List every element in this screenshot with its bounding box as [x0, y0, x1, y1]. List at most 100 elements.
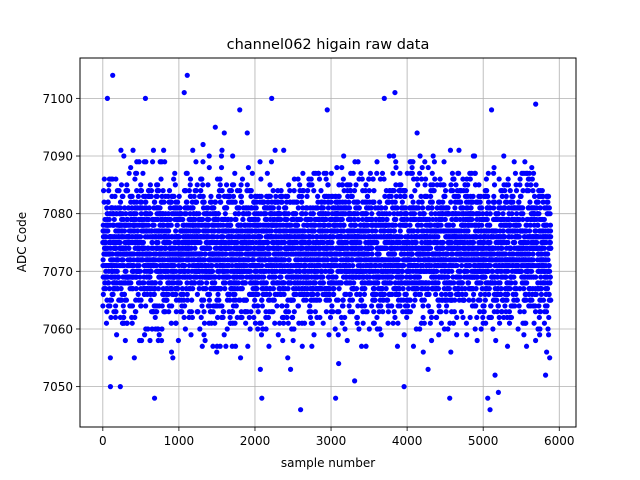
- data-point: [346, 303, 352, 309]
- data-point: [450, 222, 456, 228]
- data-point: [281, 291, 287, 297]
- data-point: [232, 343, 239, 349]
- data-point: [270, 286, 277, 292]
- data-point: [285, 320, 291, 326]
- data-point: [231, 182, 237, 188]
- data-point: [138, 182, 144, 188]
- data-point: [479, 205, 485, 211]
- data-point: [196, 286, 202, 292]
- data-point: [474, 314, 480, 321]
- data-point: [181, 297, 187, 303]
- data-point: [338, 280, 344, 286]
- data-point: [316, 176, 323, 182]
- data-point: [117, 205, 123, 211]
- data-point: [291, 176, 297, 182]
- data-point: [146, 216, 152, 223]
- data-point: [391, 153, 397, 159]
- data-point: [325, 211, 331, 217]
- data-point: [167, 216, 173, 223]
- data-point: [148, 268, 154, 274]
- data-point: [187, 176, 194, 182]
- data-point: [198, 280, 205, 286]
- data-point: [195, 309, 201, 315]
- data-point: [172, 170, 178, 176]
- data-point: [237, 355, 244, 361]
- data-point: [395, 320, 401, 326]
- data-point: [198, 314, 204, 321]
- data-point: [248, 193, 254, 199]
- data-point: [118, 147, 124, 153]
- data-point: [467, 262, 473, 269]
- data-point: [359, 176, 365, 182]
- data-point: [393, 216, 399, 223]
- data-point: [174, 222, 180, 228]
- data-point: [133, 199, 140, 205]
- data-point: [221, 332, 227, 338]
- data-point: [402, 193, 408, 199]
- data-point: [329, 303, 335, 309]
- data-point: [106, 216, 112, 223]
- data-point: [216, 297, 222, 303]
- data-point: [129, 303, 136, 309]
- data-point: [341, 153, 347, 159]
- data-point: [451, 309, 457, 315]
- data-point: [297, 182, 303, 188]
- data-point: [354, 211, 361, 217]
- data-point: [205, 222, 212, 228]
- data-point: [409, 251, 415, 257]
- data-point: [285, 309, 292, 315]
- data-point: [457, 268, 463, 274]
- data-point: [365, 251, 371, 257]
- data-point: [337, 251, 344, 257]
- data-point: [196, 228, 202, 234]
- data-point: [267, 291, 273, 297]
- data-point: [333, 274, 339, 280]
- data-point: [272, 274, 278, 280]
- data-point: [190, 147, 196, 153]
- data-point: [371, 199, 377, 205]
- data-point: [477, 297, 483, 303]
- data-point: [100, 291, 106, 297]
- data-point: [100, 188, 107, 194]
- data-point: [390, 320, 396, 326]
- data-point: [206, 297, 213, 303]
- data-point: [362, 188, 369, 194]
- data-point: [163, 245, 169, 251]
- data-point: [168, 320, 174, 326]
- data-point: [449, 239, 455, 246]
- data-point: [382, 205, 389, 211]
- data-point: [410, 159, 416, 165]
- data-point: [440, 245, 447, 251]
- data-point: [136, 262, 142, 269]
- data-point: [470, 297, 476, 303]
- data-point: [422, 159, 428, 165]
- data-point: [437, 176, 443, 182]
- data-point: [339, 320, 345, 326]
- data-point: [471, 153, 478, 159]
- data-point: [115, 257, 121, 263]
- data-point: [155, 182, 161, 188]
- data-point: [184, 280, 190, 286]
- data-point: [429, 205, 435, 211]
- data-point: [346, 205, 353, 211]
- data-point: [263, 326, 269, 332]
- data-point: [397, 303, 403, 309]
- data-point: [246, 314, 252, 321]
- data-point: [132, 176, 138, 182]
- data-point: [248, 309, 254, 315]
- data-point: [232, 199, 238, 205]
- data-point: [204, 280, 210, 286]
- data-point: [311, 332, 317, 338]
- data-point: [107, 355, 113, 361]
- data-point: [407, 309, 414, 315]
- data-point: [466, 297, 472, 303]
- data-point: [308, 176, 314, 182]
- data-point: [205, 228, 211, 234]
- data-point: [173, 320, 179, 326]
- data-point: [470, 239, 477, 246]
- data-point: [242, 280, 249, 286]
- data-point: [135, 291, 141, 297]
- data-point: [171, 176, 177, 182]
- data-point: [180, 216, 186, 223]
